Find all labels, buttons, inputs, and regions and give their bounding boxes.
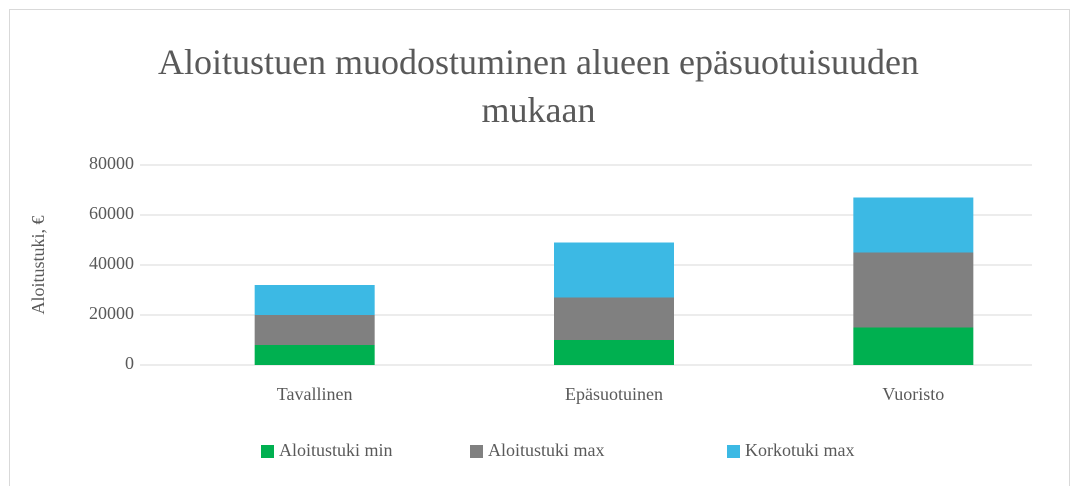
y-axis-label: Aloitustuki, € bbox=[28, 215, 48, 314]
x-tick-label: Tavallinen bbox=[277, 384, 353, 404]
legend-label: Korkotuki max bbox=[745, 440, 855, 460]
chart-border bbox=[9, 9, 1070, 486]
x-tick-label: Vuoristo bbox=[882, 384, 944, 404]
y-tick-label: 40000 bbox=[89, 253, 134, 273]
legend-swatch bbox=[261, 445, 274, 458]
x-tick-label: Epäsuotuinen bbox=[565, 384, 663, 404]
bar-segment bbox=[254, 315, 375, 345]
legend-label: Aloitustuki min bbox=[279, 440, 393, 460]
bar-segment bbox=[254, 345, 375, 365]
y-tick-label: 0 bbox=[125, 353, 134, 373]
y-tick-label: 20000 bbox=[89, 303, 134, 323]
bar-segment bbox=[554, 297, 674, 340]
y-tick-label: 80000 bbox=[89, 153, 134, 173]
y-tick-label: 60000 bbox=[89, 203, 134, 223]
bar-segment bbox=[853, 327, 974, 365]
chart-title: Aloitustuen muodostuminen alueen epäsuot… bbox=[158, 42, 919, 130]
bar-segment bbox=[554, 340, 674, 365]
legend-swatch bbox=[727, 445, 740, 458]
legend-swatch bbox=[470, 445, 483, 458]
legend-label: Aloitustuki max bbox=[488, 440, 605, 460]
bar-segment bbox=[853, 252, 974, 328]
bar-segment bbox=[554, 242, 674, 298]
bar-segment bbox=[853, 197, 974, 253]
bar-segment bbox=[254, 285, 375, 315]
